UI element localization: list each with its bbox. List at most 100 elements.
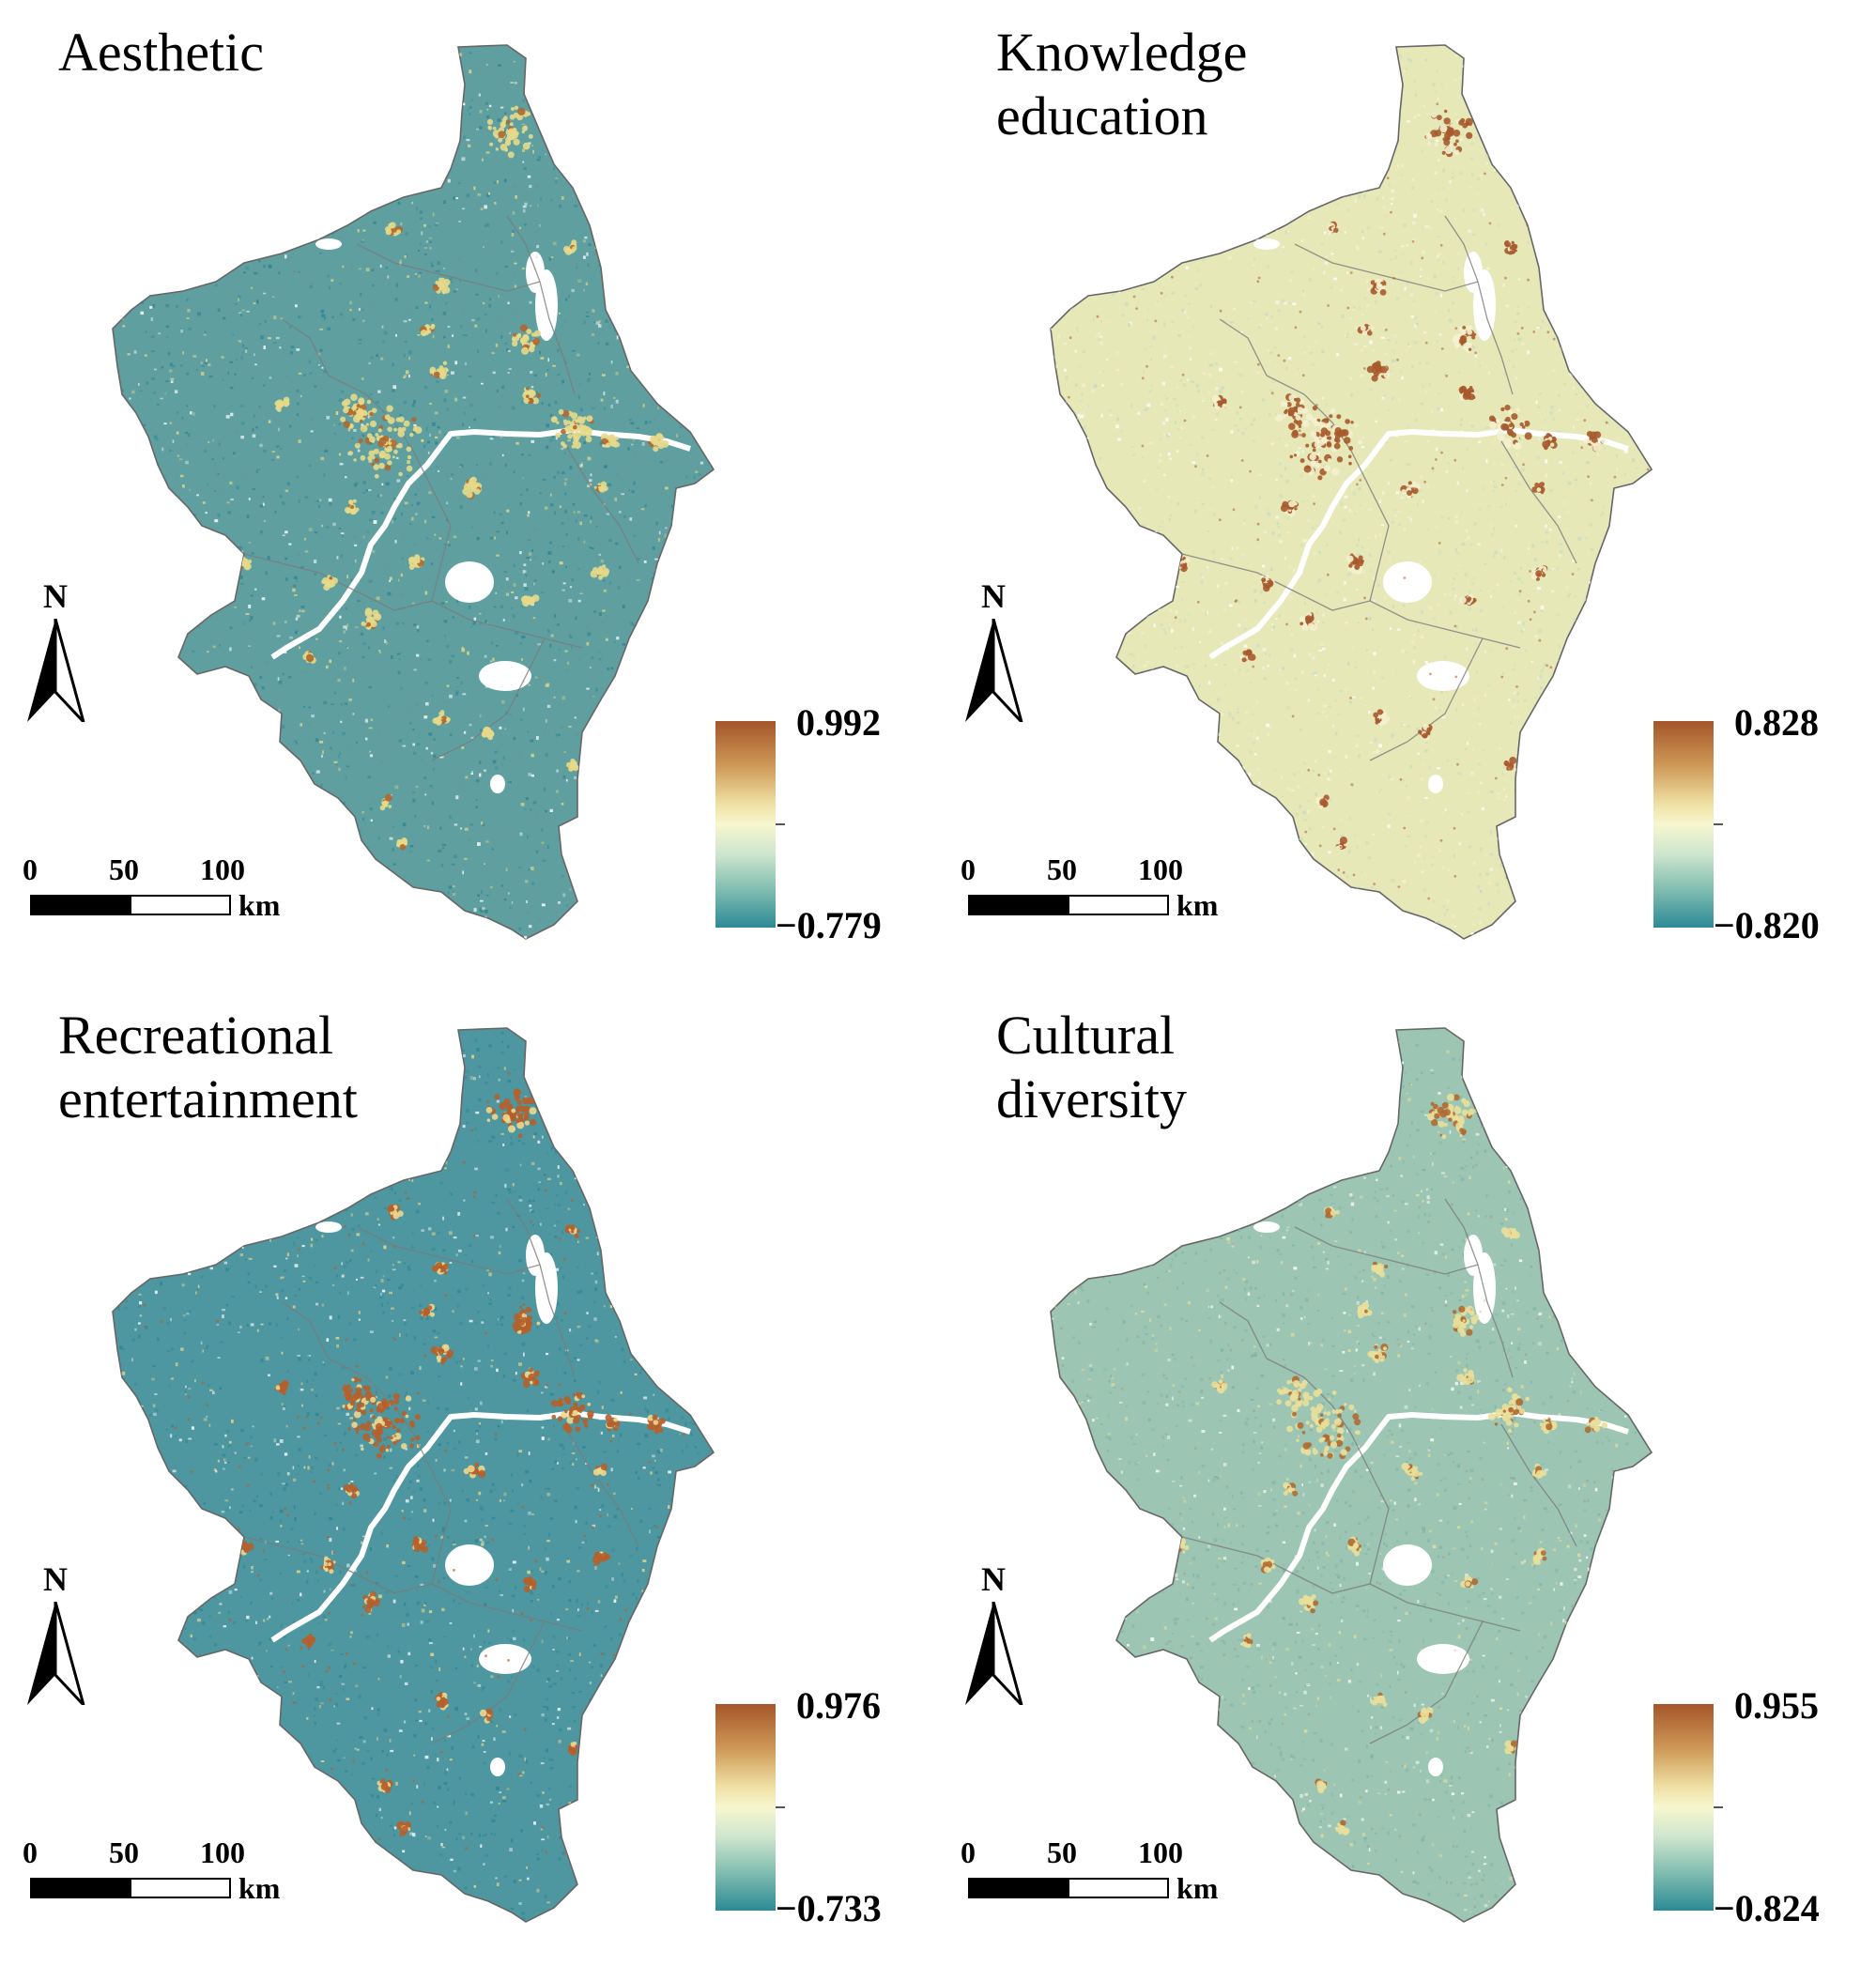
- urban-cluster-dot: [1319, 1413, 1324, 1417]
- urban-cluster-dot: [1317, 475, 1323, 481]
- urban-cluster-dot: [596, 567, 604, 575]
- urban-cluster-dot: [1441, 1134, 1447, 1140]
- scale-bar: 0 50 100 km: [23, 852, 308, 928]
- urban-cluster-dot: [1587, 439, 1591, 444]
- urban-cluster-dot: [1331, 468, 1340, 476]
- legend-mid-tick: [776, 1806, 785, 1808]
- north-arrow: N: [23, 1560, 88, 1711]
- scale-bar-black: [30, 895, 131, 915]
- urban-cluster-dot: [388, 805, 392, 808]
- urban-cluster-dot: [438, 372, 447, 380]
- urban-cluster-dot: [1296, 1438, 1299, 1442]
- urban-cluster-dot: [1322, 1436, 1326, 1440]
- urban-cluster-dot: [340, 416, 346, 422]
- north-label: N: [43, 1560, 68, 1598]
- urban-cluster-dot: [1309, 453, 1316, 461]
- urban-cluster-dot: [563, 245, 570, 253]
- urban-cluster-dot: [1360, 325, 1366, 331]
- urban-cluster-dot: [387, 417, 395, 424]
- urban-cluster-dot: [384, 453, 392, 460]
- urban-cluster-dot: [532, 337, 540, 346]
- district-boundary: [243, 1536, 433, 1594]
- urban-cluster-dot: [1467, 599, 1470, 603]
- urban-cluster-dot: [276, 401, 284, 409]
- urban-cluster-dot: [1521, 425, 1526, 429]
- urban-cluster-dot: [397, 442, 403, 449]
- urban-cluster-dot: [374, 457, 380, 463]
- urban-cluster-dot: [506, 1103, 513, 1110]
- urban-cluster-dot: [438, 1700, 446, 1708]
- urban-cluster-dot: [512, 340, 518, 346]
- urban-cluster-dot: [1296, 402, 1300, 407]
- legend-max: 0.992: [796, 701, 881, 744]
- urban-cluster-dot: [424, 1310, 430, 1314]
- urban-cluster-dot: [557, 1416, 563, 1421]
- urban-cluster-dot: [503, 115, 508, 120]
- urban-cluster-dot: [1348, 563, 1353, 568]
- urban-cluster-dot: [1454, 1105, 1458, 1109]
- urban-cluster-dot: [613, 1418, 618, 1422]
- urban-cluster-dot: [1322, 1420, 1330, 1427]
- urban-cluster-dot: [1468, 347, 1472, 351]
- urban-cluster-dot: [1464, 1377, 1471, 1386]
- urban-cluster-dot: [606, 442, 611, 448]
- district-boundary: [431, 600, 583, 649]
- lake: [1253, 238, 1280, 250]
- urban-cluster-dot: [368, 1599, 377, 1607]
- urban-cluster-dot: [1286, 1425, 1294, 1433]
- urban-cluster-dot: [1298, 424, 1301, 428]
- urban-cluster-dot: [357, 1392, 362, 1397]
- urban-cluster-dot: [354, 442, 361, 449]
- urban-cluster-dot: [1434, 142, 1438, 146]
- lake: [1417, 1644, 1469, 1674]
- urban-cluster-dot: [243, 1546, 250, 1553]
- urban-cluster-dot: [323, 583, 331, 591]
- urban-cluster-dot: [1468, 393, 1475, 401]
- urban-cluster-dot: [516, 114, 524, 121]
- urban-cluster-dot: [1179, 563, 1185, 568]
- urban-cluster-dot: [426, 329, 432, 334]
- urban-cluster-dot: [1302, 407, 1309, 414]
- urban-cluster-dot: [379, 453, 385, 459]
- urban-cluster-dot: [1333, 442, 1341, 450]
- urban-cluster-dot: [1305, 1597, 1313, 1605]
- urban-cluster-dot: [504, 140, 512, 146]
- urban-cluster-dot: [396, 1428, 401, 1433]
- urban-cluster-dot: [1519, 422, 1524, 427]
- urban-cluster-dot: [352, 499, 357, 503]
- urban-cluster-dot: [367, 1438, 371, 1442]
- urban-cluster-dot: [401, 1443, 407, 1450]
- urban-cluster-dot: [324, 1567, 329, 1573]
- urban-cluster-dot: [1294, 507, 1298, 511]
- urban-cluster-dot: [1330, 407, 1336, 414]
- urban-cluster-dot: [1508, 1227, 1514, 1233]
- urban-cluster-dot: [607, 434, 616, 442]
- urban-cluster-dot: [1500, 422, 1508, 431]
- urban-cluster-dot: [593, 485, 597, 489]
- urban-cluster-dot: [1297, 1388, 1302, 1392]
- urban-cluster-dot: [349, 1400, 356, 1406]
- urban-cluster-dot: [1505, 438, 1511, 444]
- urban-cluster-dot: [1315, 463, 1320, 468]
- urban-cluster-dot: [566, 420, 571, 425]
- urban-cluster-dot: [386, 1444, 391, 1450]
- urban-cluster-dot: [513, 1313, 521, 1321]
- urban-cluster-dot: [392, 1424, 396, 1430]
- urban-cluster-dot: [1454, 343, 1460, 348]
- urban-cluster-dot: [247, 559, 253, 564]
- urban-cluster-dot: [1592, 354, 1598, 360]
- urban-cluster-dot: [384, 793, 392, 802]
- urban-cluster-dot: [1375, 1354, 1379, 1359]
- urban-cluster-dot: [373, 448, 379, 454]
- urban-cluster-dot: [1463, 389, 1470, 396]
- urban-cluster-dot: [573, 1417, 580, 1424]
- urban-cluster-dot: [1329, 414, 1333, 419]
- urban-cluster-dot: [378, 437, 387, 445]
- urban-cluster-dot: [1354, 564, 1361, 570]
- urban-cluster-dot: [1453, 335, 1459, 341]
- urban-cluster-dot: [351, 1377, 355, 1382]
- urban-cluster-dot: [513, 1113, 517, 1117]
- urban-cluster-dot: [474, 1462, 480, 1467]
- urban-cluster-dot: [486, 1118, 491, 1122]
- urban-cluster-dot: [1448, 1117, 1453, 1122]
